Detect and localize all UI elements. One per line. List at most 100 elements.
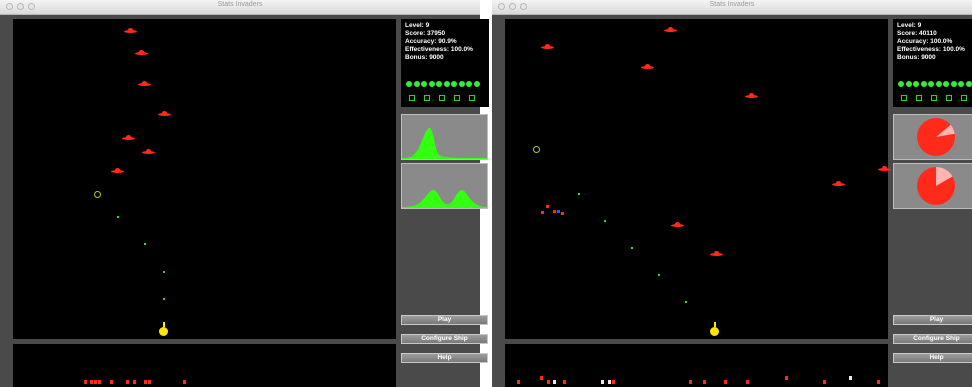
radar-blip: [823, 380, 826, 384]
life-icon: [965, 81, 972, 87]
radar-blip: [553, 380, 556, 384]
life-icon: [413, 81, 420, 87]
laser-shot: [163, 298, 165, 300]
pie-panel-small-slice: [893, 114, 972, 160]
invader-ship-icon: [710, 251, 723, 257]
radar-blip: [724, 380, 727, 384]
radar-blip: [785, 376, 788, 380]
life-icon: [443, 81, 450, 87]
invader-ship-icon: [158, 111, 171, 117]
radar-blip: [540, 376, 543, 380]
window-title: Stats Invaders: [217, 1, 263, 8]
life-icon: [905, 81, 912, 87]
two-peak-distribution-icon: [402, 190, 487, 208]
explosion-ring-icon: [533, 146, 540, 153]
invader-ship-icon: [745, 93, 758, 99]
life-icon: [406, 81, 412, 87]
stats-panel: Level: 9 Score: 40110 Accuracy: 100.0% E…: [893, 19, 972, 107]
laser-shot: [658, 274, 660, 276]
invader-ship-icon: [541, 44, 554, 50]
invader-ship-icon: [111, 168, 124, 174]
lives-indicator: [898, 81, 972, 87]
shield-square-icon: [946, 95, 952, 101]
zoom-window-button[interactable]: [28, 3, 35, 10]
radar-blip: [746, 380, 749, 384]
radar-strip: [505, 344, 888, 387]
radar-blip: [126, 380, 129, 384]
pie-chart-icon: [917, 118, 955, 156]
life-icon: [466, 81, 472, 87]
close-window-button[interactable]: [498, 3, 505, 10]
life-icon: [451, 81, 457, 87]
game-window-1: Stats Invaders Level: 9 Score: 37950 Acc…: [0, 0, 489, 387]
shield-square-icon: [961, 95, 967, 101]
shield-square-icon: [931, 95, 937, 101]
stats-panel: Level: 9 Score: 37950 Accuracy: 90.9% Ef…: [401, 19, 489, 107]
pie-chart-icon: [917, 166, 955, 205]
player-ship-icon[interactable]: [710, 322, 720, 336]
laser-shot: [604, 220, 606, 222]
radar-blip: [601, 380, 604, 384]
radar-blip: [703, 380, 706, 384]
life-icon: [421, 81, 427, 87]
shield-square-icon: [901, 95, 907, 101]
shield-square-icon: [916, 95, 922, 101]
life-icon: [913, 81, 919, 87]
configure-ship-button[interactable]: Configure Ship: [401, 334, 488, 344]
radar-blip: [612, 380, 615, 384]
life-icon: [898, 81, 904, 87]
radar-blip: [517, 380, 520, 384]
radar-blip: [608, 380, 611, 384]
invader-ship-icon: [878, 166, 891, 172]
life-icon: [935, 81, 942, 87]
debris-particle: [546, 205, 549, 208]
debris-particle: [553, 210, 556, 213]
radar-blip: [547, 380, 550, 384]
play-field[interactable]: [505, 19, 891, 339]
radar-blip: [148, 380, 151, 384]
zoom-window-button[interactable]: [520, 3, 527, 10]
radar-strip: [13, 344, 396, 387]
radar-blip: [84, 380, 87, 384]
window-controls: [6, 3, 35, 10]
accuracy-text: Accuracy: 90.9%: [405, 38, 457, 45]
laser-shot: [144, 243, 146, 245]
bonus-text: Bonus: 9000: [897, 54, 936, 61]
radar-blip: [94, 380, 97, 384]
help-button[interactable]: Help: [401, 353, 488, 363]
play-button[interactable]: Play: [893, 315, 972, 325]
shield-square-icon: [439, 95, 445, 101]
title-bar: Stats Invaders: [0, 0, 480, 15]
shield-square-icon: [424, 95, 430, 101]
score-text: Score: 37950: [405, 30, 446, 37]
life-icon: [458, 81, 465, 87]
radar-blip: [110, 380, 113, 384]
score-text: Score: 40110: [897, 30, 937, 37]
window-title: Stats Invaders: [709, 1, 755, 8]
effectiveness-text: Effectiveness: 100.0%: [897, 46, 965, 53]
close-window-button[interactable]: [6, 3, 13, 10]
radar-blip: [563, 380, 566, 384]
player-ship-icon[interactable]: [159, 322, 169, 336]
configure-ship-button[interactable]: Configure Ship: [893, 334, 972, 344]
invader-ship-icon: [122, 135, 135, 141]
minimize-window-button[interactable]: [17, 3, 24, 10]
laser-shot: [117, 216, 119, 218]
invader-ship-icon: [832, 181, 845, 187]
invader-ship-icon: [124, 28, 137, 34]
life-icon: [958, 81, 964, 87]
laser-shot: [631, 247, 633, 249]
single-peak-distribution-icon: [402, 127, 487, 159]
laser-shot: [685, 301, 687, 303]
play-button[interactable]: Play: [401, 315, 488, 325]
help-button[interactable]: Help: [893, 353, 972, 363]
invader-ship-icon: [641, 64, 654, 70]
effectiveness-text: Effectiveness: 100.0%: [405, 46, 473, 53]
debris-particle: [561, 212, 564, 215]
invader-ship-icon: [138, 81, 151, 87]
minimize-window-button[interactable]: [509, 3, 516, 10]
radar-blip: [144, 380, 147, 384]
life-icon: [950, 81, 957, 87]
laser-shot: [578, 193, 580, 195]
play-field[interactable]: [13, 19, 396, 339]
